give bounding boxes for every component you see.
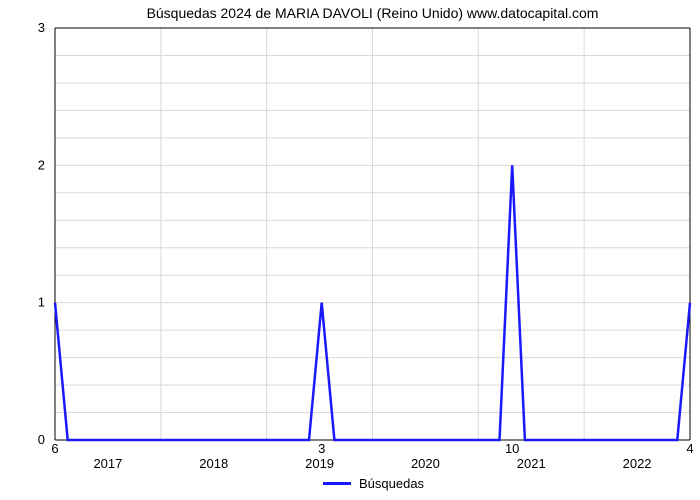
x-tick-label: 2019 xyxy=(305,456,334,471)
x-tick-label: 2017 xyxy=(93,456,122,471)
y-axis: 0 1 2 3 xyxy=(38,20,690,447)
chart-container: { "chart": { "type": "line", "title": "B… xyxy=(0,0,700,500)
value-annotation: 3 xyxy=(318,441,325,456)
y-tick-label: 0 xyxy=(38,432,45,447)
x-tick-label: 2022 xyxy=(623,456,652,471)
x-tick-label: 2020 xyxy=(411,456,440,471)
axis-annotations: 6 3 10 4 xyxy=(51,441,693,456)
y-tick-label: 2 xyxy=(38,157,45,172)
x-tick-label: 2018 xyxy=(199,456,228,471)
legend: Búsquedas xyxy=(323,476,425,491)
x-axis: 2017 2018 2019 2020 2021 2022 xyxy=(55,440,690,471)
line-chart: Búsquedas 2024 de MARIA DAVOLI (Reino Un… xyxy=(0,0,700,500)
legend-swatch xyxy=(323,482,351,485)
y-tick-label: 1 xyxy=(38,295,45,310)
value-annotation: 4 xyxy=(686,441,693,456)
y-tick-label: 3 xyxy=(38,20,45,35)
value-annotation: 6 xyxy=(51,441,58,456)
value-annotation: 10 xyxy=(505,441,519,456)
x-tick-label: 2021 xyxy=(517,456,546,471)
chart-title: Búsquedas 2024 de MARIA DAVOLI (Reino Un… xyxy=(147,5,599,21)
legend-label: Búsquedas xyxy=(359,476,425,491)
major-gridlines xyxy=(55,28,690,440)
